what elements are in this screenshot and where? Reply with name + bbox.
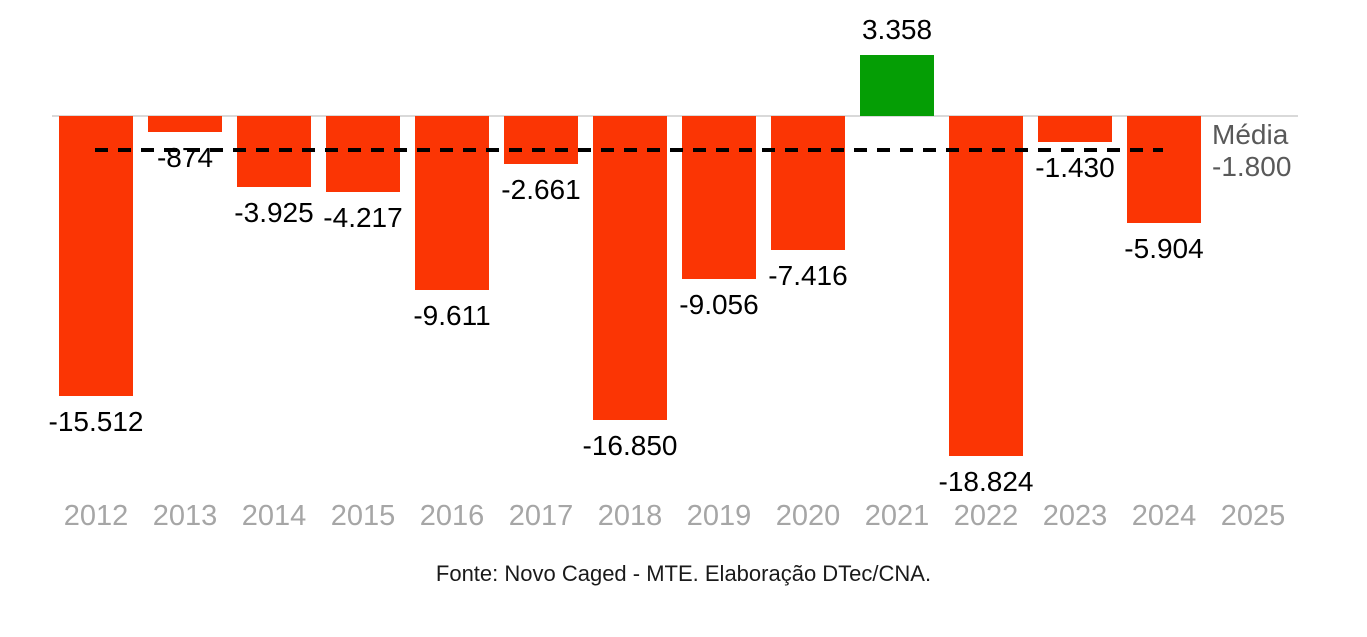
bar-value-2018: -16.850 (582, 430, 678, 461)
x-tick-2022: 2022 (953, 500, 1019, 532)
bar-2012 (59, 116, 133, 396)
average-label-title: Média (1212, 119, 1289, 150)
bar-value-2021: 3.358 (861, 14, 933, 45)
x-tick-2020: 2020 (775, 500, 841, 532)
bar-value-2024: -5.904 (1124, 233, 1204, 264)
bar-2020 (771, 116, 845, 250)
source-caption: Fonte: Novo Caged - MTE. Elaboração DTec… (435, 561, 932, 586)
x-tick-2023: 2023 (1042, 500, 1108, 532)
average-dashed-line (95, 148, 1163, 152)
bar-2024 (1127, 116, 1201, 223)
bar-2019 (682, 116, 756, 279)
bar-2023 (1038, 116, 1112, 142)
bar-2022 (949, 116, 1023, 456)
x-tick-2025: 2025 (1220, 500, 1286, 532)
average-label-value: -1.800 (1212, 151, 1292, 182)
x-tick-2021: 2021 (864, 500, 930, 532)
bar-value-2020: -7.416 (768, 260, 848, 291)
x-tick-2012: 2012 (63, 500, 129, 532)
x-tick-2013: 2013 (152, 500, 218, 532)
bar-value-2023: -1.430 (1035, 152, 1115, 183)
x-tick-2014: 2014 (241, 500, 307, 532)
bar-2013 (148, 116, 222, 132)
bar-2018 (593, 116, 667, 420)
bar-2017 (504, 116, 578, 164)
x-axis-line (52, 115, 1298, 117)
bar-value-2013: -874 (156, 142, 214, 173)
bar-value-2012: -15.512 (48, 406, 144, 437)
bar-2021 (860, 55, 934, 116)
bar-value-2022: -18.824 (938, 466, 1034, 497)
bar-value-2014: -3.925 (234, 197, 314, 228)
bar-2015 (326, 116, 400, 192)
x-tick-2024: 2024 (1131, 500, 1197, 532)
bar-value-2016: -9.611 (413, 300, 491, 331)
bar-value-2015: -4.217 (323, 202, 403, 233)
x-tick-2019: 2019 (686, 500, 752, 532)
bar-value-2017: -2.661 (501, 174, 581, 205)
x-tick-2018: 2018 (597, 500, 663, 532)
average-label: Média -1.800 (1212, 119, 1291, 183)
bar-2016 (415, 116, 489, 290)
x-tick-2016: 2016 (419, 500, 485, 532)
bar-value-2019: -9.056 (679, 289, 759, 320)
x-tick-2017: 2017 (508, 500, 574, 532)
x-tick-2015: 2015 (330, 500, 396, 532)
